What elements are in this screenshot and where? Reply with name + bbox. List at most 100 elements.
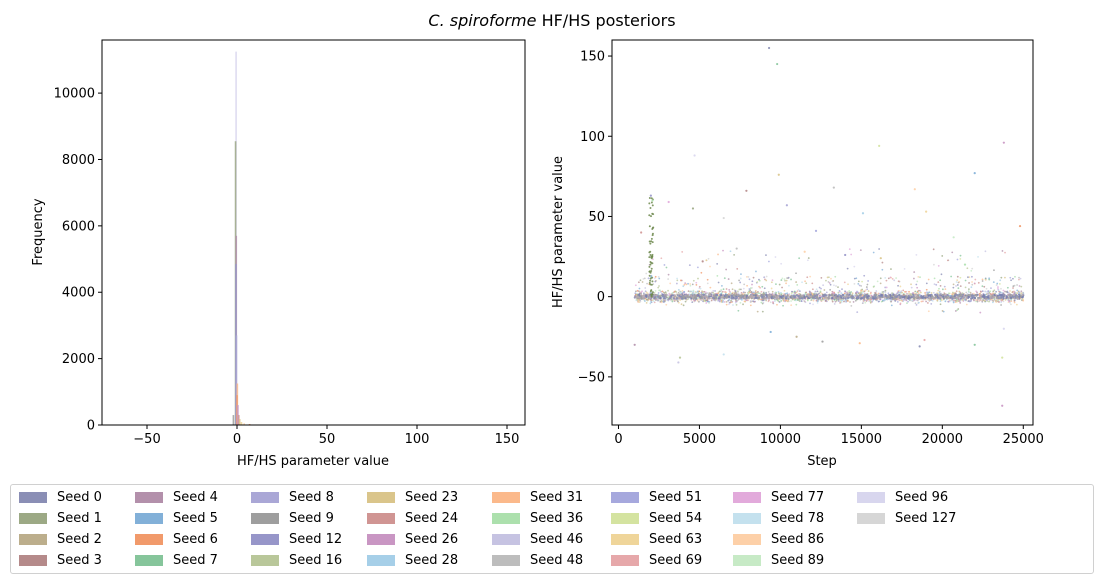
legend-label: Seed 26	[405, 532, 459, 547]
scatter-point	[650, 240, 653, 243]
scatter-point	[687, 290, 690, 293]
scatter-point	[852, 301, 855, 303]
scatter-point	[727, 299, 730, 302]
scatter-point	[682, 304, 685, 307]
scatter-point	[932, 248, 935, 251]
scatter-point	[883, 297, 886, 300]
scatter-point	[669, 296, 673, 299]
scatter-point	[917, 292, 920, 294]
scatter-point	[843, 281, 846, 284]
scatter-point	[830, 294, 833, 297]
scatter-point	[869, 301, 872, 304]
scatter-point	[749, 304, 752, 307]
scatter-outlier-point	[722, 216, 725, 220]
scatter-point	[952, 283, 955, 286]
scatter-point	[682, 285, 685, 288]
scatter-point	[681, 297, 684, 300]
legend-swatch	[19, 513, 47, 524]
scatter-point	[1009, 296, 1013, 299]
scatter-point	[650, 295, 653, 298]
scatter-point	[963, 295, 966, 298]
scatter-point	[899, 285, 902, 288]
scatter-point	[927, 278, 930, 281]
scatter-point	[917, 299, 919, 302]
scatter-point	[788, 293, 791, 295]
scatter-point	[679, 293, 683, 297]
scatter-point	[754, 290, 757, 292]
scatter-point	[939, 300, 942, 303]
scatter-point	[649, 263, 652, 266]
scatter-point	[961, 299, 963, 301]
scatter-point	[778, 283, 781, 286]
scatter-point	[939, 295, 942, 298]
scatter-point	[751, 280, 754, 283]
scatter-point	[871, 300, 874, 303]
scatter-point	[897, 280, 900, 283]
scatter-point	[971, 267, 974, 270]
legend-swatch	[367, 513, 395, 524]
scatter-point	[906, 293, 908, 295]
scatter-outlier-point	[803, 250, 806, 253]
scatter-point	[758, 285, 760, 288]
scatter-point	[642, 294, 646, 297]
scatter-point	[639, 300, 642, 303]
scatter-point	[768, 296, 771, 299]
scatter-point	[959, 285, 962, 288]
scatter-point	[854, 299, 857, 302]
scatter-point	[968, 291, 970, 294]
scatter-point	[1007, 293, 1010, 297]
scatter-outlier-point	[649, 194, 652, 197]
scatter-point	[778, 301, 781, 303]
scatter-point	[710, 299, 713, 302]
scatter-point	[946, 259, 949, 262]
scatter-point	[864, 301, 867, 304]
scatter-point	[677, 291, 680, 294]
scatter-point	[832, 279, 835, 282]
scatter-point	[672, 297, 675, 300]
scatter-outlier-point	[913, 188, 916, 191]
scatter-point	[1010, 279, 1012, 282]
scatter-point	[867, 280, 869, 282]
scatter-point	[936, 299, 939, 301]
scatter-point	[792, 291, 795, 294]
scatter-point	[889, 276, 892, 279]
scatter-point	[966, 267, 969, 270]
scatter-outlier-point	[1001, 404, 1004, 407]
scatter-point	[650, 201, 653, 204]
scatter-point	[944, 300, 947, 303]
scatter-point	[954, 299, 957, 302]
legend-swatch	[19, 534, 47, 545]
scatter-outlier-point	[858, 342, 861, 345]
scatter-point	[654, 297, 657, 300]
scatter-point	[806, 299, 809, 302]
scatter-point	[808, 295, 811, 298]
scatter-point	[999, 291, 1002, 294]
scatter-point	[716, 296, 719, 298]
scatter-point	[790, 292, 793, 295]
scatter-point	[856, 291, 859, 294]
scatter-point	[639, 295, 643, 298]
scatter-point	[716, 263, 719, 265]
scatter-point	[925, 282, 928, 285]
scatter-point	[1015, 303, 1018, 306]
scatter-point	[892, 293, 895, 296]
scatter-point	[849, 301, 851, 303]
scatter-point	[801, 294, 804, 297]
scatter-point	[699, 298, 701, 301]
legend-label: Seed 46	[530, 532, 584, 547]
scatter-point	[971, 275, 973, 278]
scatter-point	[650, 257, 653, 260]
scatter-point	[823, 289, 826, 291]
scatter-point	[976, 291, 978, 294]
scatter-point	[881, 268, 884, 271]
scatter-point	[679, 299, 682, 301]
scatter-point	[724, 291, 726, 293]
scatter-x-tick-label: 20000	[922, 432, 963, 447]
scatter-point	[742, 287, 745, 290]
scatter-point	[660, 257, 663, 260]
scatter-point	[976, 300, 979, 303]
scatter-point	[839, 295, 842, 298]
scatter-x-tick-label: 15000	[841, 432, 882, 447]
scatter-point	[860, 297, 863, 300]
scatter-point	[734, 297, 737, 300]
